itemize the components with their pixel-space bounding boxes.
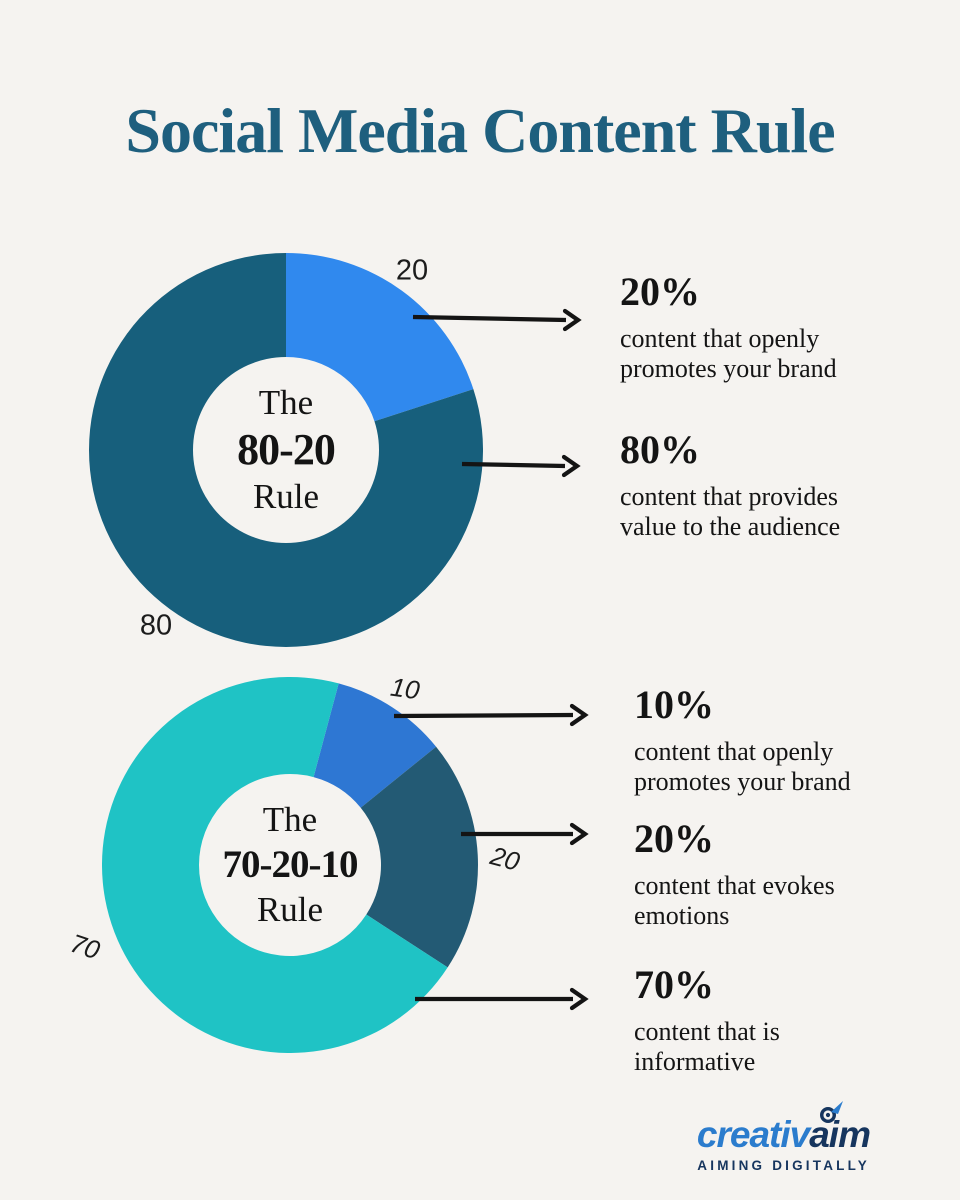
donut-slice-20-pct <box>286 253 474 422</box>
center-label-rule: Rule <box>252 477 320 516</box>
arrow-20pct-b-icon <box>461 822 589 846</box>
logo-tagline: AIMING DIGITALLY <box>697 1158 870 1173</box>
callout-70pct: 70% content that is informative <box>634 963 780 1077</box>
callout-20pct-b: 20% content that evokes emotions <box>634 817 835 931</box>
center-label-80-20: 80-20 <box>237 425 336 474</box>
donut-chart-80-20-rule: The 80-20 Rule <box>89 253 483 647</box>
page-title: Social Media Content Rule <box>125 95 835 166</box>
brand-logo: creativaim AIMING DIGITALLY <box>696 1101 871 1173</box>
callout-20pct-b-value: 20% <box>634 816 714 861</box>
logo-target-arrow-icon <box>820 1101 843 1123</box>
center-label-the: The <box>258 383 314 422</box>
callout-70pct-value: 70% <box>634 962 714 1007</box>
center-label-the: The <box>262 800 318 839</box>
slice-label-80: 80 <box>139 609 173 642</box>
donut-80-20-svg <box>89 253 483 647</box>
callout-10pct-value: 10% <box>634 682 714 727</box>
logo-text-creativ: creativ <box>696 1114 810 1155</box>
donut-80-20-center-label: The 80-20 Rule <box>89 253 483 647</box>
center-label-70-20-10: 70-20-10 <box>222 843 359 886</box>
callout-20pct: 20% content that openly promotes your br… <box>620 270 837 384</box>
logo-text-aim: aim <box>809 1114 871 1155</box>
callout-20pct-b-line2: emotions <box>634 901 730 930</box>
callout-80pct-value: 80% <box>620 427 700 472</box>
callout-10pct-line2: promotes your brand <box>634 767 851 796</box>
callout-10pct: 10% content that openly promotes your br… <box>634 683 851 797</box>
donut-slice-20-pct <box>360 746 478 968</box>
callout-20pct-line1: content that openly <box>620 324 820 353</box>
callout-70pct-line2: informative <box>634 1047 756 1076</box>
donut-70-20-10-svg <box>102 677 478 1053</box>
callout-20pct-value: 20% <box>620 269 700 314</box>
donut-slice-80-pct <box>89 253 483 647</box>
donut-chart-70-20-10-rule: The 70-20-10 Rule <box>102 677 478 1053</box>
slice-label-20: 20 <box>395 254 429 287</box>
callout-20pct-b-line1: content that evokes <box>634 871 835 900</box>
donut-70-20-10-center-label: The 70-20-10 Rule <box>102 677 478 1053</box>
callout-80pct: 80% content that provides value to the a… <box>620 428 840 542</box>
center-label-rule: Rule <box>256 890 324 929</box>
logo-wordmark: creativaim <box>696 1114 871 1155</box>
donut-slice-10-pct <box>313 683 437 808</box>
callout-80pct-line1: content that provides <box>620 482 839 511</box>
slice-label-70: 70 <box>66 927 104 966</box>
callout-80pct-line2: value to the audience <box>620 512 841 541</box>
donut-slice-70-pct <box>102 677 448 1053</box>
slice-label-10: 10 <box>388 671 422 706</box>
slice-label-20: 20 <box>487 840 523 877</box>
callout-70pct-line1: content that is <box>634 1017 780 1046</box>
callout-10pct-line1: content that openly <box>634 737 834 766</box>
callout-20pct-line2: promotes your brand <box>620 354 837 383</box>
